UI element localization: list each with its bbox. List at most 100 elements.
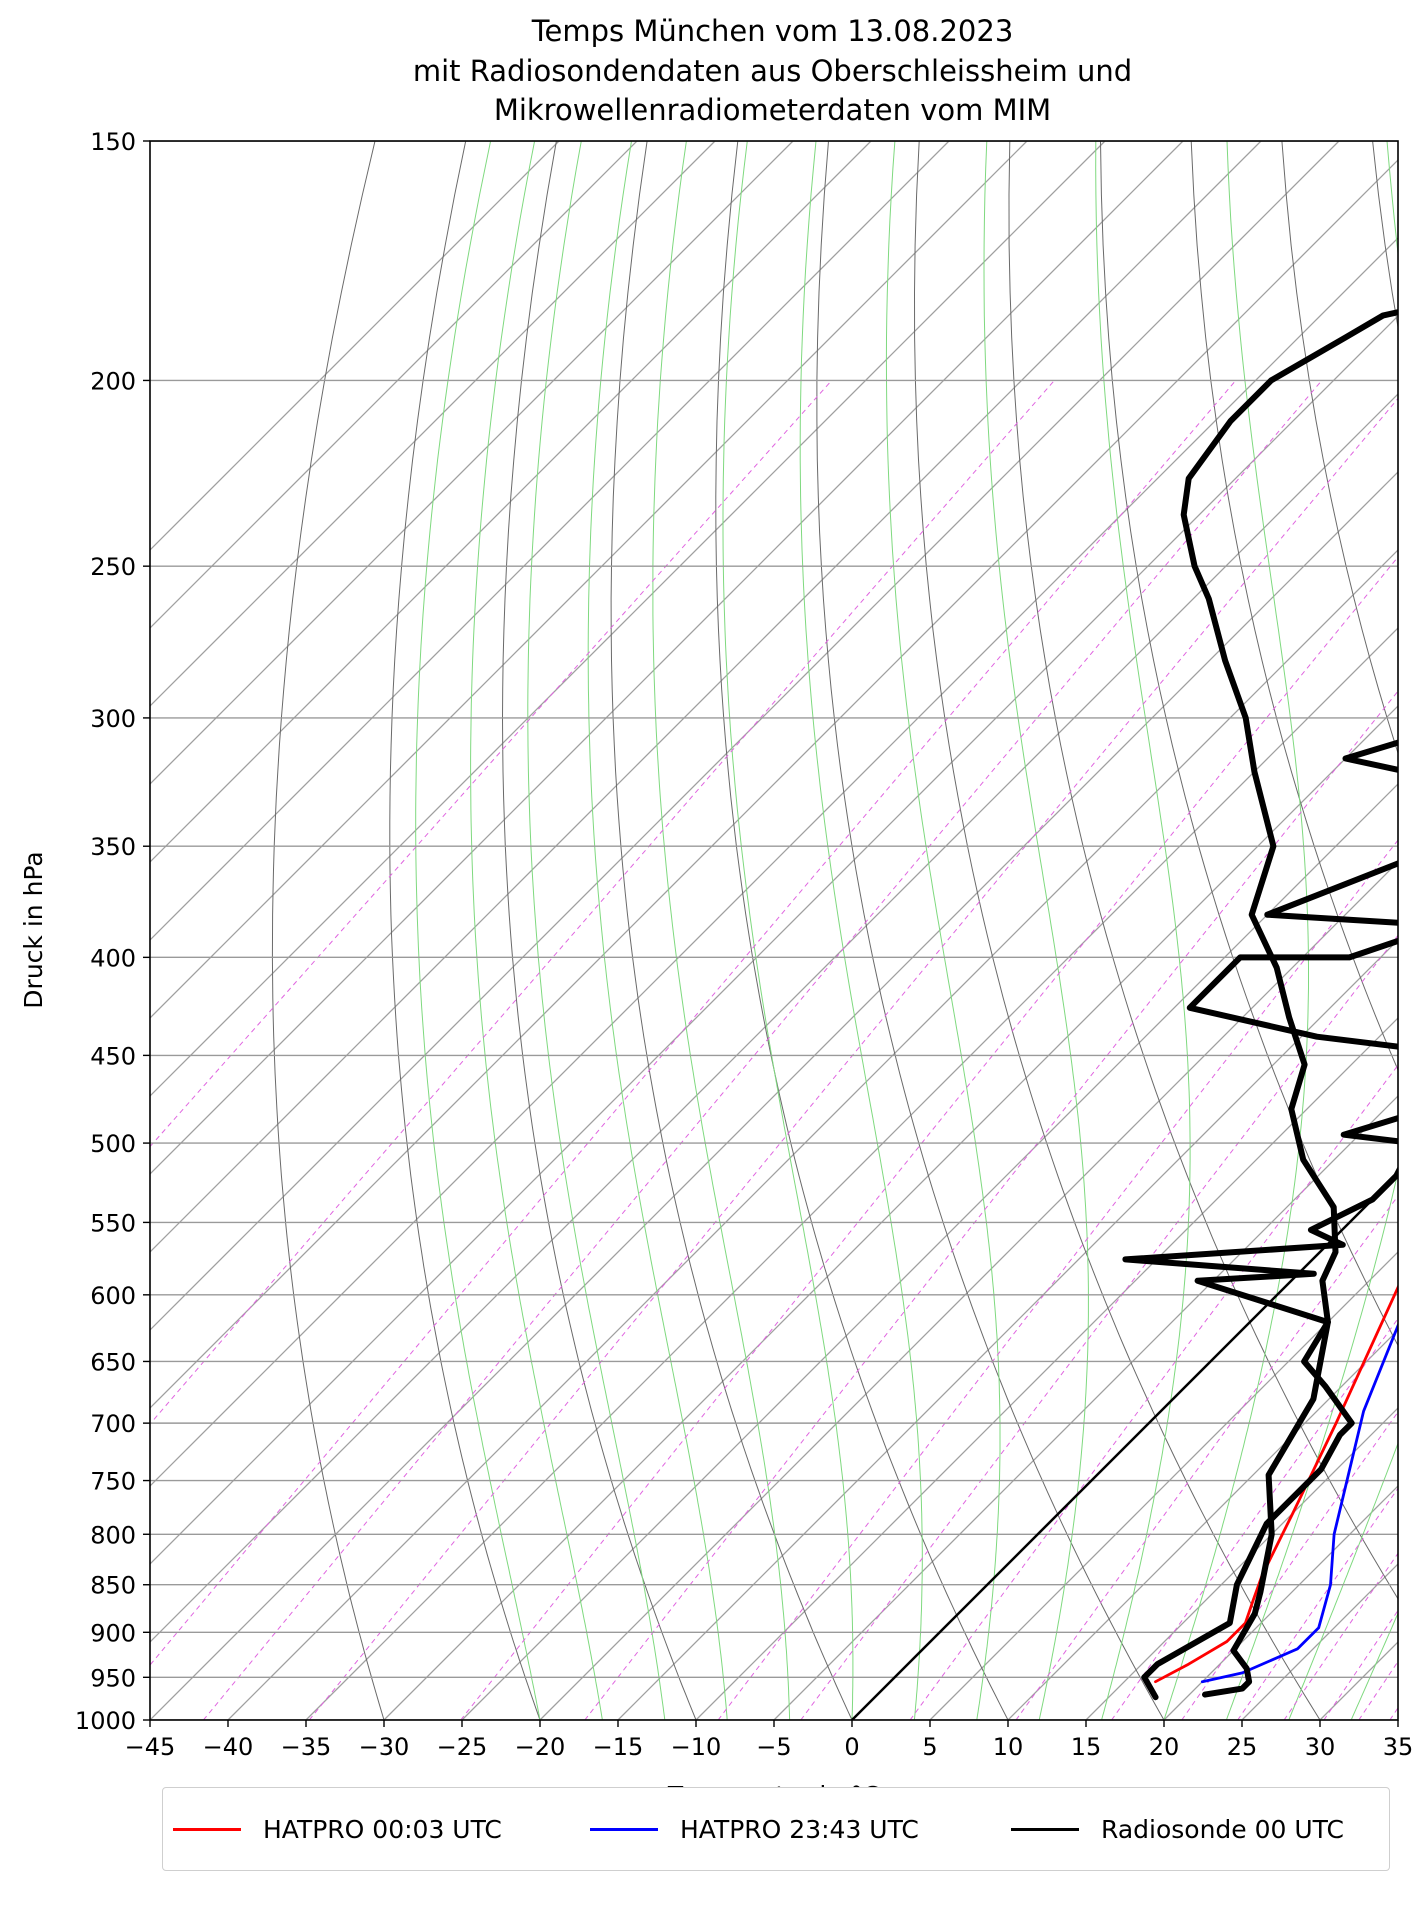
dry-adiabat-line [1372, 141, 1398, 331]
mixing-ratio-line [717, 839, 1398, 1720]
isotherm-line [617, 939, 1398, 1720]
x-tick-label: −25 [437, 1733, 488, 1761]
x-tick-label: 10 [993, 1733, 1024, 1761]
dry-adiabat-line [1100, 141, 1398, 1347]
x-tick-label: −20 [515, 1733, 566, 1761]
moist-adiabat-line [799, 141, 923, 1720]
y-tick-label: 750 [90, 1468, 136, 1496]
y-tick-label: 500 [90, 1130, 136, 1158]
y-tick-label: 150 [90, 128, 136, 156]
isotherm-line [150, 141, 560, 551]
axes: −45 −40 −35 −30 −25 −20 −15 −10 −5 0 5 10 15 20 25 30 35… [75, 128, 1413, 1761]
isotherm-line [929, 1251, 1398, 1720]
moist-adiabat-line [1225, 141, 1398, 1720]
y-tick-label: 800 [90, 1521, 136, 1549]
x-tick-label: −35 [281, 1733, 332, 1761]
dry-adiabat-line [715, 141, 1009, 1720]
y-tick-label: 850 [90, 1572, 136, 1600]
isotherm-line [227, 549, 1398, 1720]
zero-isotherm-line [851, 1172, 1398, 1720]
y-tick-label: 600 [90, 1282, 136, 1310]
series-line-0 [1154, 1283, 1398, 1684]
isotherm-line [1085, 1407, 1398, 1720]
isotherm-line [150, 141, 1184, 1175]
isotherm-line [150, 393, 1398, 1643]
mixing-ratio-line [1111, 1317, 1398, 1720]
y-tick-label: 350 [90, 833, 136, 861]
moist-adiabat-line [415, 141, 541, 1720]
x-tick-label: −45 [125, 1733, 176, 1761]
mixing-ratio-line [909, 1064, 1398, 1720]
moist-adiabat-line [1350, 1612, 1398, 1720]
dry-adiabat-line [389, 141, 541, 1720]
legend-item-radiosonde: Radiosonde 00 UTC [1011, 1788, 1344, 1870]
x-tick-label: 5 [922, 1733, 937, 1761]
isotherm-line [305, 627, 1398, 1720]
isotherm-line [150, 159, 1398, 1409]
moist-adiabat-line [527, 141, 666, 1720]
chart-title-line-3: Mikrowellenradiometerdaten vom MIM [493, 93, 1052, 127]
dry-adiabat-line [610, 141, 853, 1720]
x-tick-label: −30 [359, 1733, 410, 1761]
moist-adiabat-line [470, 141, 603, 1720]
mixing-ratio-line [308, 397, 1398, 1720]
isotherm-line [150, 141, 1262, 1253]
dry-adiabat-line [913, 141, 1321, 1720]
x-tick-label: 0 [844, 1733, 859, 1761]
legend-swatch-blue [590, 1827, 658, 1831]
legend-label: Radiosonde 00 UTC [1101, 1814, 1344, 1844]
legend-item-hatpro-0003: HATPRO 00:03 UTC [173, 1788, 502, 1870]
y-tick-label: 450 [90, 1042, 136, 1070]
series-line-1 [1200, 1321, 1398, 1684]
moist-adiabat-line [885, 141, 1001, 1720]
isotherm-line [1007, 1329, 1398, 1720]
moist-adiabat-line [1414, 141, 1427, 1720]
y-tick-label: 550 [90, 1209, 136, 1237]
x-tick-label: −40 [203, 1733, 254, 1761]
x-tick-label: −5 [756, 1733, 791, 1761]
isotherm-line [851, 1173, 1398, 1720]
y-tick-label: 1000 [75, 1707, 136, 1735]
x-tick-label: 15 [1071, 1733, 1102, 1761]
legend: HATPRO 00:03 UTC HATPRO 23:43 UTC Radios… [162, 1787, 1390, 1871]
moist-adiabat-line [722, 141, 854, 1720]
moist-adiabat-line [1095, 141, 1191, 1720]
isotherm-line [150, 141, 716, 707]
x-tick-label: −10 [671, 1733, 722, 1761]
isotherm-line [150, 141, 1028, 1019]
mixing-ratio-line [1283, 1552, 1398, 1720]
series-line-2 [1122, 739, 1398, 1701]
isotherm-line [150, 141, 1106, 1097]
diagram-background-lines [150, 141, 1427, 1720]
mixing-ratio-line [1181, 1411, 1398, 1720]
dry-adiabat-line [1190, 141, 1398, 1072]
y-tick-label: 400 [90, 944, 136, 972]
series-line-3 [1180, 309, 1398, 1698]
moist-adiabat-line [983, 141, 1089, 1720]
mixing-ratio-line [1323, 1609, 1398, 1720]
legend-swatch-black [1011, 1827, 1079, 1831]
y-tick-label: 200 [90, 367, 136, 395]
legend-swatch-red [173, 1827, 241, 1831]
x-tick-label: 30 [1305, 1733, 1336, 1761]
mixing-ratio-line [1389, 1706, 1398, 1720]
mixing-ratio-line [150, 380, 1237, 1666]
legend-label: HATPRO 00:03 UTC [263, 1814, 502, 1844]
legend-label: HATPRO 23:43 UTC [680, 1814, 919, 1844]
isotherm-line [150, 141, 872, 863]
moist-adiabat-line [652, 141, 791, 1720]
isotherm-line [150, 141, 794, 785]
isotherm-line [383, 705, 1398, 1720]
isotherm-line [461, 783, 1398, 1720]
gridlines [150, 141, 1398, 1720]
dry-adiabat-line [816, 141, 1165, 1720]
y-tick-label: 700 [90, 1410, 136, 1438]
mixing-ratio-line [1418, 380, 1427, 1720]
x-tick-label: −15 [593, 1733, 644, 1761]
isotherm-line [150, 237, 1398, 1487]
isotherm-line [150, 315, 1398, 1565]
y-tick-label: 250 [90, 553, 136, 581]
dry-adiabat-line [1008, 141, 1398, 1600]
y-tick-label: 300 [90, 705, 136, 733]
